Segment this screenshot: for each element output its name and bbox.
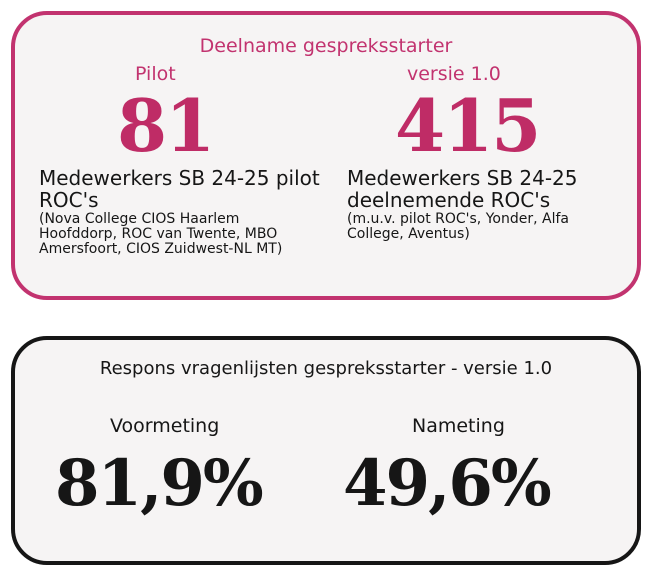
- version-label: versie 1.0: [407, 63, 501, 85]
- response-title: Respons vragenlijsten gespreksstarter - …: [99, 358, 553, 379]
- pilot-label: Pilot: [135, 63, 176, 85]
- post-measurement-value: 49,6%: [343, 446, 552, 521]
- participation-title: Deelname gespreksstarter: [199, 35, 453, 57]
- pilot-count: 81: [117, 83, 215, 168]
- version-note: (m.u.v. pilot ROC's, Yonder, Alfa Colleg…: [347, 211, 569, 242]
- version-count: 415: [395, 83, 541, 168]
- post-measurement-label: Nameting: [412, 415, 505, 437]
- pilot-description: Medewerkers SB 24-25 pilot ROC's: [39, 166, 320, 212]
- response-card: Respons vragenlijsten gespreksstarter - …: [11, 336, 641, 565]
- pre-measurement-value: 81,9%: [55, 446, 264, 521]
- participation-card: Deelname gespreksstarter Pilot 81 Medewe…: [11, 11, 641, 300]
- version-description: Medewerkers SB 24-25 deelnemende ROC's: [347, 166, 578, 212]
- pre-measurement-label: Voormeting: [110, 415, 220, 437]
- pilot-note: (Nova College CIOS Haarlem Hoofddorp, RO…: [39, 211, 283, 257]
